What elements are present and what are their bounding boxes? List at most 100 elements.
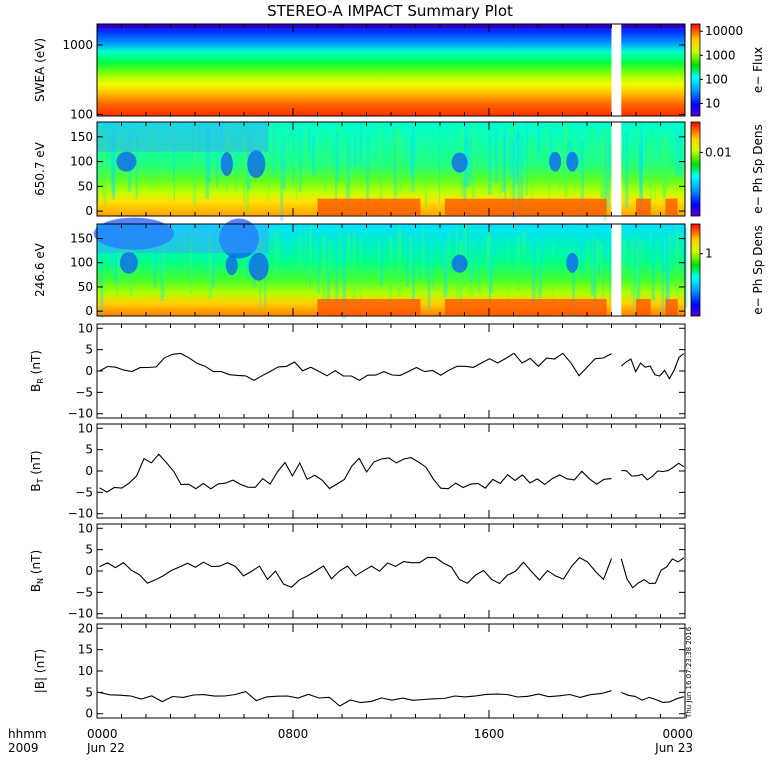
pad_650-stripe [336,131,340,182]
pad_246-stripe [119,234,123,268]
pad_246-stripe [463,224,468,284]
pad_246-stripe [649,228,652,253]
pad_650-stripe [99,130,101,151]
pad_650-stripe [170,123,174,153]
pad_650-stripe [366,134,370,207]
pad_650-stripe [295,139,298,201]
pad_246-patch [225,255,238,276]
pad_650-patch [116,151,137,172]
pad_246-stripe [593,242,596,315]
pad_246-stripe [605,234,608,261]
pad_650-ylabel: 650.7 eV [33,141,47,196]
pad_650-stripe [118,123,121,152]
pad_246-stripe [123,235,127,267]
pad_246-stripe [522,230,527,251]
pad_246-stripe [507,237,509,308]
pad_246-stripe [633,238,636,311]
pad_650-stripe [564,124,568,197]
date-tick-label: Jun 22 [86,741,125,755]
pad_246-stripe [388,236,393,313]
pad_246-stripe [278,227,280,272]
pad_650-stripe [666,135,669,190]
pad_650-stripe [499,138,502,197]
swea-ylabel: SWEA (eV) [33,38,47,102]
pad_246-stripe [651,238,655,302]
pad_650-stripe [566,140,570,167]
pad_246-stripe [115,231,118,281]
pad_650-stripe [510,133,512,198]
pad_650-ytick-label: 100 [70,155,93,169]
pad_246-stripe [309,228,312,289]
pad_246-colorbar-tick-label: 1 [705,247,713,261]
pad_650-stripe [219,123,224,177]
br-ytick-label: −5 [75,385,93,399]
pad_246-stripe [469,225,474,296]
swea-ytick-label: 100 [70,107,93,121]
pad_650-stripe [464,122,468,188]
pad_246-stripe [322,226,325,259]
pad_246-stripe [579,232,583,256]
pad_246-stripe [116,242,118,296]
pad_650-stripe [116,137,120,168]
bn-ytick-label: 10 [78,521,93,535]
pad_650-stripe [113,124,116,195]
pad_246-stripe [100,239,104,318]
pad_246-ytick-label: 0 [85,304,93,318]
pad_246-hot-band [444,299,607,316]
time-tick-label: 0000 [87,727,118,741]
pad_650-stripe [513,122,515,190]
pad_650-stripe [127,138,132,159]
pad_650-stripe [215,126,219,188]
pad_246-stripe [289,224,291,257]
pad_650-stripe [678,131,682,179]
pad_650-stripe [488,136,492,195]
pad_650-stripe [336,123,341,153]
pad_650-stripe [622,131,624,159]
pad_246-stripe [328,239,332,273]
pad_650-stripe [606,138,610,208]
pad_650-stripe [504,125,507,200]
pad_246-stripe [478,235,481,294]
pad_650-stripe [537,127,540,154]
pad_246-stripe [524,241,526,282]
pad_246-stripe [596,240,600,263]
pad_650-stripe [280,141,284,222]
pad_246-stripe [339,230,342,255]
pad_246-stripe [684,227,688,308]
pad_650-stripe [235,130,237,191]
pad_246-stripe [154,236,157,271]
pad_650-texture [97,122,682,222]
pad_650-stripe [103,126,107,206]
pad_246-stripe [489,241,493,295]
pad_246-stripe [463,236,466,272]
pad_650-stripe [272,127,276,174]
pad_246-stripe [487,243,492,275]
pad_650-stripe [354,134,357,167]
pad_246-stripe [211,231,215,287]
pad_246-data-gap [611,223,622,317]
bmag-ytick-label: 20 [78,621,93,635]
pad_246-stripe [467,232,470,255]
pad_246-stripe [609,238,611,301]
swea-data-gap [611,23,622,117]
pad_246-stripe [432,238,435,291]
pad_650-stripe [662,135,666,204]
pad_650-stripe [197,127,201,153]
pad_246-stripe [598,224,601,277]
pad_246-stripe [552,243,554,303]
pad_246-stripe [531,228,536,305]
pad_650-stripe [282,133,286,190]
pad_246-stripe [176,232,178,260]
pad_650-stripe [639,139,643,213]
pad_650-stripe [503,136,506,174]
pad_246-stripe [297,236,299,270]
pad_246-hot-band [317,299,421,316]
pad_650-hot-band [444,198,607,216]
br-ylabel: BR (nT) [29,350,45,392]
pad_246-stripe [663,239,666,267]
pad_246-stripe [443,241,448,273]
bn-series-line [620,557,685,589]
pad_246-colorbar-label: e− Ph Sp Dens [751,225,765,314]
pad_246-stripe [342,240,347,319]
bmag-ylabel: |B| (nT) [33,649,47,693]
